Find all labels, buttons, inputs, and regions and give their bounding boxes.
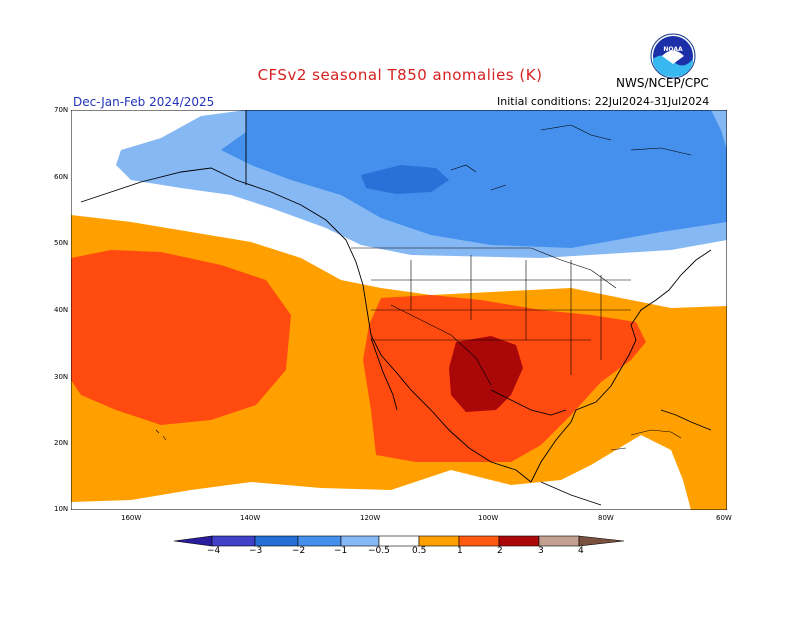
colorbar	[173, 535, 625, 547]
anomaly-region-dark-blue	[361, 165, 449, 194]
borders	[351, 247, 631, 386]
colorbar-label: 2	[497, 546, 503, 556]
colorbar-bin	[211, 535, 256, 547]
lon-label-120w: 120W	[360, 514, 381, 522]
colorbar-bin	[378, 535, 420, 547]
colorbar-label: −4	[207, 546, 221, 556]
colorbar-label: 1	[457, 546, 463, 556]
lon-label-60w: 60W	[716, 514, 732, 522]
lat-label-50n: 50N	[54, 239, 69, 247]
lon-label-80w: 80W	[598, 514, 614, 522]
colorbar-bin	[538, 535, 580, 547]
initial-conditions-label: Initial conditions: 22Jul2024-31Jul2024	[497, 95, 710, 108]
coastlines	[80, 110, 712, 506]
lat-label-70n: 70N	[54, 106, 69, 114]
lon-label-100w: 100W	[478, 514, 499, 522]
agency-label: NWS/NCEP/CPC	[616, 76, 709, 90]
season-label: Dec-Jan-Feb 2024/2025	[73, 95, 215, 109]
colorbar-arrow-low	[173, 535, 213, 547]
lat-label-10n: 10N	[54, 505, 69, 513]
lat-label-40n: 40N	[54, 306, 69, 314]
colorbar-bin	[340, 535, 380, 547]
anomaly-map	[71, 110, 727, 510]
colorbar-label: −1	[334, 546, 348, 556]
colorbar-label: −3	[249, 546, 263, 556]
map-title: CFSv2 seasonal T850 anomalies (K)	[257, 66, 543, 84]
colorbar-label: 0.5	[412, 546, 427, 556]
colorbar-label: −2	[292, 546, 306, 556]
anomaly-region-blue	[221, 110, 727, 248]
anomaly-region-dark-red	[449, 336, 523, 412]
colorbar-bin	[254, 535, 299, 547]
islands	[155, 124, 692, 451]
noaa-logo: NOAA	[650, 33, 696, 79]
lat-label-60n: 60N	[54, 173, 69, 181]
colorbar-bin	[458, 535, 500, 547]
colorbar-arrow-high	[578, 535, 625, 547]
colorbar-bin	[297, 535, 342, 547]
logo-text: NOAA	[663, 46, 683, 53]
colorbar-label: −0.5	[368, 546, 390, 556]
colorbar-bin	[498, 535, 540, 547]
lon-label-140w: 140W	[240, 514, 261, 522]
colorbar-label: 3	[538, 546, 544, 556]
colorbar-bin	[418, 535, 460, 547]
colorbar-label: 4	[578, 546, 584, 556]
lat-label-20n: 20N	[54, 439, 69, 447]
lat-label-30n: 30N	[54, 373, 69, 381]
lon-label-160w: 160W	[121, 514, 142, 522]
anomaly-region-red-pacific	[71, 250, 291, 425]
